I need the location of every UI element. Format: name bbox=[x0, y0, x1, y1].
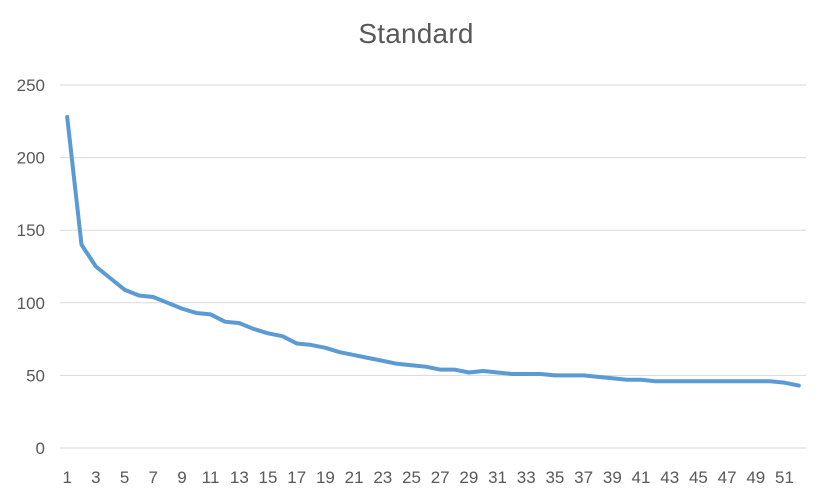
y-tick-label: 100 bbox=[17, 294, 45, 313]
x-tick-label: 17 bbox=[287, 468, 306, 487]
x-tick-label: 43 bbox=[660, 468, 679, 487]
x-tick-label: 29 bbox=[459, 468, 478, 487]
x-tick-label: 7 bbox=[149, 468, 158, 487]
x-tick-label: 1 bbox=[62, 468, 71, 487]
y-tick-label: 200 bbox=[17, 149, 45, 168]
x-tick-label: 33 bbox=[517, 468, 536, 487]
x-tick-label: 21 bbox=[345, 468, 364, 487]
x-tick-label: 13 bbox=[230, 468, 249, 487]
x-tick-label: 3 bbox=[91, 468, 100, 487]
y-tick-label: 150 bbox=[17, 221, 45, 240]
chart-title: Standard bbox=[358, 18, 474, 49]
x-tick-label: 41 bbox=[632, 468, 651, 487]
x-tick-label: 27 bbox=[431, 468, 450, 487]
y-tick-label: 50 bbox=[26, 366, 45, 385]
x-tick-label: 15 bbox=[259, 468, 278, 487]
y-tick-label: 250 bbox=[17, 76, 45, 95]
x-tick-label: 31 bbox=[488, 468, 507, 487]
x-tick-label: 35 bbox=[545, 468, 564, 487]
x-tick-label: 39 bbox=[603, 468, 622, 487]
x-tick-label: 11 bbox=[202, 468, 220, 487]
x-tick-label: 37 bbox=[574, 468, 593, 487]
x-tick-label: 5 bbox=[120, 468, 129, 487]
x-tick-label: 49 bbox=[746, 468, 765, 487]
x-tick-label: 19 bbox=[316, 468, 335, 487]
x-tick-label: 23 bbox=[373, 468, 392, 487]
x-tick-label: 47 bbox=[718, 468, 737, 487]
x-tick-label: 45 bbox=[689, 468, 708, 487]
x-tick-label: 9 bbox=[177, 468, 186, 487]
x-tick-label: 51 bbox=[775, 468, 794, 487]
y-tick-label: 0 bbox=[36, 439, 45, 458]
x-tick-label: 25 bbox=[402, 468, 421, 487]
series-line bbox=[65, 114, 801, 388]
